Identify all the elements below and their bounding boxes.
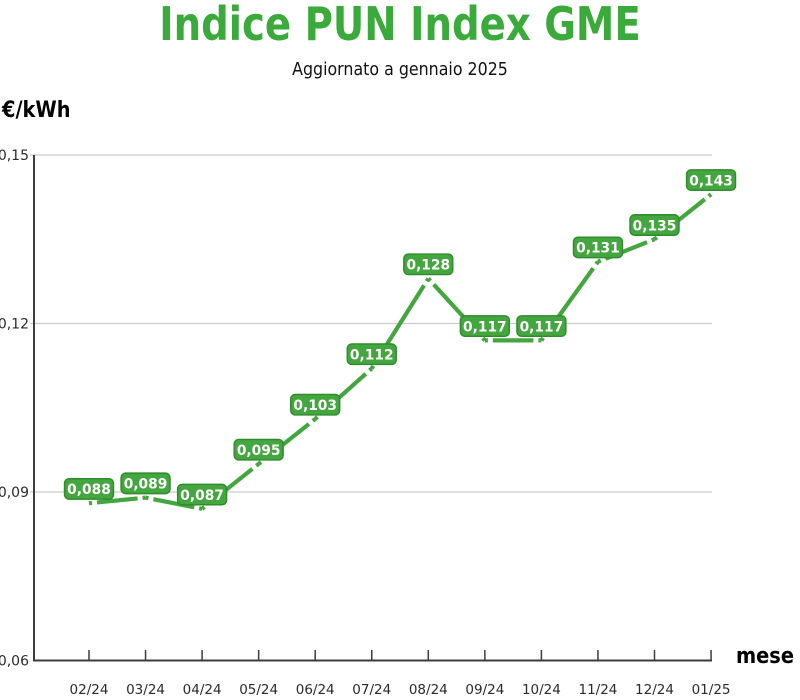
point-label: 0,089 <box>120 472 171 495</box>
point-label-box <box>629 214 680 236</box>
point-label-box <box>346 343 397 366</box>
point-label-text: 0,087 <box>180 488 224 504</box>
x-tick-label: 10/24 <box>522 682 561 698</box>
y-tick-label: 0,06 <box>0 654 29 670</box>
x-tick-label: 07/24 <box>352 682 391 698</box>
point-label-text: 0,095 <box>237 443 281 459</box>
chart-subtitle: Aggiornato a gennaio 2025 <box>292 59 508 80</box>
x-tick-label: 11/24 <box>578 682 617 698</box>
y-tick-label: 0,09 <box>0 485 29 501</box>
x-axis-unit-label: mese <box>736 644 794 669</box>
point-label: 0,117 <box>459 315 511 338</box>
point-label: 0,143 <box>685 169 737 192</box>
point-label-text: 0,088 <box>67 482 111 498</box>
point-label-box <box>233 438 284 461</box>
point-label-box <box>685 169 737 192</box>
x-tick-label: 12/24 <box>635 682 674 698</box>
point-label-text: 0,112 <box>350 347 394 363</box>
point-label: 0,117 <box>516 315 567 338</box>
x-tick-label: 01/25 <box>692 682 731 698</box>
y-tick-label: 0,15 <box>0 148 29 164</box>
point-label-box <box>572 236 624 259</box>
point-label-box <box>63 478 115 500</box>
data-line-segment <box>88 495 146 506</box>
chart-title: Indice PUN Index GME <box>159 0 641 51</box>
y-axis-unit-label: €/kWh <box>2 98 71 123</box>
x-tick-label: 02/24 <box>70 682 109 698</box>
point-label: 0,095 <box>233 438 284 461</box>
point-label: 0,135 <box>629 214 680 236</box>
x-tick-label: 06/24 <box>296 682 335 698</box>
point-label: 0,128 <box>403 253 454 276</box>
point-label-box <box>290 393 341 416</box>
y-tick-label: 0,12 <box>0 317 29 333</box>
point-label: 0,103 <box>290 393 341 416</box>
point-label: 0,131 <box>572 236 624 259</box>
point-label-text: 0,128 <box>406 258 450 274</box>
point-label-box <box>176 483 228 506</box>
point-label-box <box>403 253 454 276</box>
point-label-text: 0,131 <box>576 241 620 257</box>
point-label-text: 0,143 <box>689 173 733 189</box>
x-tick-label: 05/24 <box>239 682 278 698</box>
point-label-text: 0,135 <box>633 218 677 234</box>
point-label: 0,087 <box>176 483 228 506</box>
x-tick-label: 04/24 <box>183 682 222 698</box>
point-label-box <box>459 315 511 338</box>
point-label-text: 0,117 <box>520 319 564 335</box>
x-tick-label: 09/24 <box>465 682 504 698</box>
point-label-text: 0,103 <box>293 398 337 414</box>
x-tick-label: 03/24 <box>126 682 165 698</box>
x-tick-label: 08/24 <box>409 682 448 698</box>
point-label-box <box>120 472 171 495</box>
point-label: 0,088 <box>63 478 115 500</box>
point-label-text: 0,117 <box>463 319 507 335</box>
point-label-text: 0,089 <box>124 477 168 493</box>
point-label: 0,112 <box>346 343 397 366</box>
point-label-box <box>516 315 567 338</box>
data-line-segment <box>145 495 203 511</box>
